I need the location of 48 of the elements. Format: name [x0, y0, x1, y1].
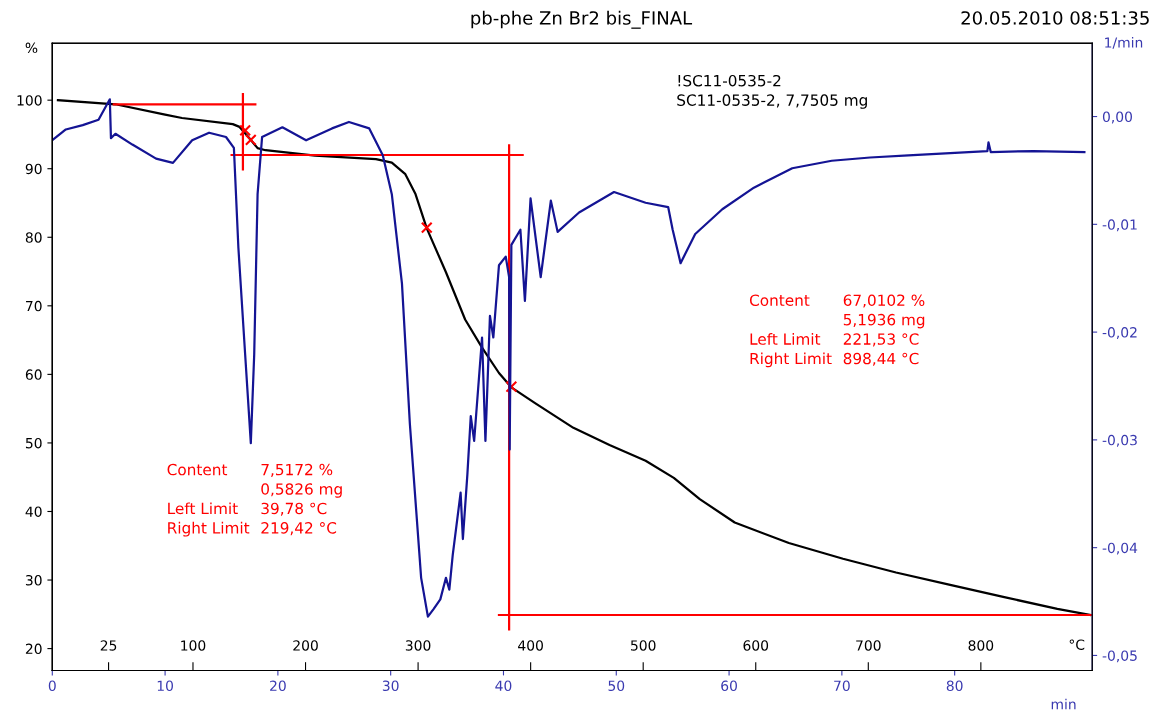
- x-tick-label: 50: [608, 680, 625, 691]
- annotation: 67,0102 % 5,1936 mg 221,53 °C 898,44 °C: [843, 294, 925, 366]
- y-tick-label: 40: [25, 506, 42, 517]
- y2-tick-label: -0,02: [1102, 327, 1137, 339]
- x2-tick-label: 800: [968, 640, 994, 651]
- y-axis-title: %: [25, 42, 38, 54]
- x2-tick-label: 200: [293, 640, 318, 651]
- annotation: !SC11-0535-2 SC11-0535-2, 7,7505 mg: [677, 74, 867, 109]
- point: [239, 124, 252, 137]
- x-tick-label: 10: [157, 680, 173, 691]
- y-tick-label: 80: [25, 232, 42, 243]
- y-tick-label: 20: [25, 643, 42, 655]
- x2-tick-label: 500: [631, 640, 656, 651]
- x2-tick-label: 400: [518, 640, 543, 651]
- x2-tick-label: 700: [856, 640, 881, 651]
- y2-tick-label: 0,00: [1102, 111, 1132, 124]
- y-tick-label: 30: [25, 575, 42, 586]
- text: Content Left Limit Right Limit: [167, 463, 250, 537]
- x-tick-label: 80: [946, 680, 963, 691]
- point: [244, 133, 257, 146]
- annotation: 7,5172 % 0,5826 mg 39,78 °C 219,42 °C: [261, 463, 342, 536]
- y-tick-label: 50: [25, 437, 42, 449]
- y-tick-label: 90: [25, 163, 42, 175]
- x2-tick-label: 25: [100, 640, 117, 651]
- y-tick-label: 70: [26, 300, 42, 312]
- text: Content Left Limit Right Limit: [749, 294, 832, 368]
- x-tick-label: 70: [834, 680, 850, 691]
- y2-tick-label: -0,04: [1102, 542, 1138, 555]
- x2-tick-label: 100: [181, 640, 206, 651]
- x-tick-label: 40: [495, 680, 512, 691]
- chart-title: pb-phe Zn Br2 bis_FINAL: [471, 10, 693, 29]
- y2-tick-label: -0,03: [1102, 434, 1137, 447]
- x-tick-label: 30: [382, 680, 399, 691]
- point: [420, 221, 433, 234]
- x-tick-label: 60: [721, 680, 737, 691]
- x-axis-title: min: [1051, 698, 1076, 710]
- x2-axis-title: °C: [1069, 639, 1085, 650]
- y-tick-label: 100: [17, 95, 42, 106]
- x2-tick-label: 600: [743, 640, 769, 651]
- y-tick-label: 60: [25, 369, 42, 380]
- x2-tick-label: 300: [405, 640, 431, 651]
- point: [505, 380, 518, 393]
- x-tick-label: 20: [270, 680, 286, 691]
- x-tick-label: 0: [48, 680, 56, 691]
- text: 20.05.2010 08:51:35: [961, 11, 1149, 25]
- y2-tick-label: -0,05: [1102, 650, 1137, 663]
- y2-tick-label: -0,01: [1102, 219, 1137, 232]
- y2-axis-title: 1/min: [1105, 36, 1143, 49]
